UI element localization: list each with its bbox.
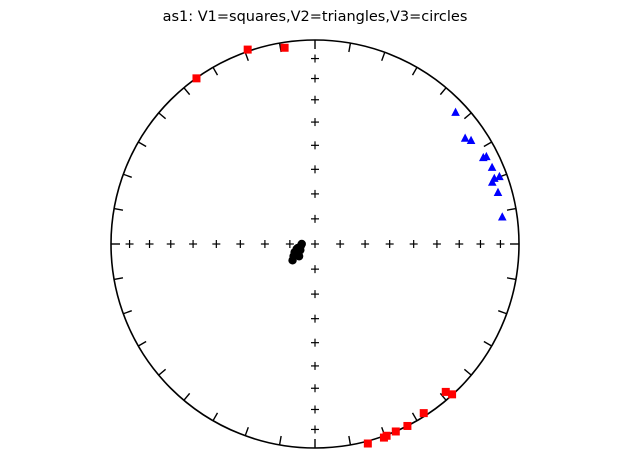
data-point-v1 <box>448 390 457 399</box>
perimeter-tick <box>123 310 132 315</box>
data-point-v1 <box>243 45 252 54</box>
diameter-cross-mark <box>145 240 154 248</box>
data-point-v2 <box>497 212 507 221</box>
diameter-cross-mark <box>496 240 505 248</box>
diameter-cross-mark <box>432 240 441 248</box>
diameter-cross-mark <box>189 240 198 248</box>
perimeter-tick <box>439 392 447 401</box>
data-point-v1 <box>192 74 201 83</box>
data-point-v1 <box>419 409 428 418</box>
data-point-v1 <box>382 431 391 440</box>
diameter-cross-mark <box>212 240 221 248</box>
perimeter-tick <box>463 368 472 376</box>
chart-title: as1: V1=squares,V2=triangles,V3=circles <box>162 9 468 25</box>
diameter-cross-mark <box>311 54 319 63</box>
perimeter-tick <box>506 277 517 281</box>
perimeter-tick <box>411 412 418 422</box>
diameter-cross-mark <box>385 240 394 248</box>
diameter-cross-mark <box>236 240 245 248</box>
perimeter-tick <box>113 207 124 211</box>
perimeter-tick <box>158 368 167 376</box>
data-point-v2 <box>487 162 497 171</box>
data-point-v2 <box>460 133 470 142</box>
perimeter-tick <box>158 112 167 120</box>
data-point-v2 <box>451 107 460 116</box>
data-point-v2 <box>495 171 504 181</box>
perimeter-tick <box>137 340 147 347</box>
diameter-cross-mark <box>311 95 319 104</box>
perimeter-tick <box>123 173 132 178</box>
diameter-cross-mark <box>125 240 134 248</box>
perimeter-tick <box>498 310 507 315</box>
stereonet-frame <box>110 39 520 449</box>
perimeter-tick <box>244 52 249 61</box>
perimeter-tick <box>381 52 386 61</box>
perimeter-tick <box>348 42 352 53</box>
perimeter-tick <box>506 207 517 211</box>
perimeter-tick <box>483 141 493 148</box>
diameter-cross-mark <box>311 240 319 248</box>
diameter-cross-mark <box>409 240 418 248</box>
diameter-cross-mark <box>476 240 485 248</box>
diameter-cross-mark <box>311 74 319 83</box>
data-point-v1 <box>441 387 450 396</box>
diameter-cross-mark <box>361 240 370 248</box>
data-point-v1 <box>391 427 400 436</box>
perimeter-tick <box>183 87 191 96</box>
perimeter-tick <box>439 87 447 96</box>
perimeter-tick <box>483 340 493 347</box>
diameter-cross-mark <box>311 214 319 223</box>
data-point-v2 <box>482 151 491 161</box>
diameter-cross-mark <box>311 118 319 127</box>
perimeter-tick <box>411 66 418 76</box>
perimeter-tick <box>463 112 472 120</box>
diameter-cross-mark <box>166 240 175 248</box>
data-point-v2 <box>487 177 497 186</box>
perimeter-tick <box>348 435 352 446</box>
diameter-cross-mark <box>311 314 319 323</box>
diameter-cross-mark <box>336 240 345 248</box>
diameter-cross-mark <box>311 290 319 299</box>
diameter-cross-mark <box>311 141 319 150</box>
diameter-cross-mark <box>311 361 319 370</box>
diameter-cross-mark <box>311 338 319 347</box>
diameter-cross-mark <box>311 189 319 198</box>
data-point-v1 <box>403 421 412 430</box>
data-marks <box>192 43 507 448</box>
perimeter-tick <box>278 435 282 446</box>
perimeter-tick <box>137 141 147 148</box>
data-point-v1 <box>363 439 372 448</box>
data-point-v2 <box>493 187 503 196</box>
diameter-cross-mark <box>311 265 319 274</box>
diameter-cross-mark <box>260 240 269 248</box>
data-point-v2 <box>466 135 476 144</box>
perimeter-tick <box>212 412 219 422</box>
perimeter-tick <box>212 66 219 76</box>
diameter-cross-mark <box>285 240 294 248</box>
data-point-v3 <box>292 244 301 254</box>
data-point-v3 <box>289 252 298 261</box>
diameter-cross-mark <box>311 425 319 434</box>
perimeter-tick <box>113 277 124 281</box>
perimeter-tick <box>183 392 191 401</box>
diameter-cross-mark <box>311 384 319 393</box>
diameter-cross-mark <box>455 240 464 248</box>
data-point-v1 <box>280 43 289 52</box>
diameter-cross-mark <box>311 405 319 414</box>
perimeter-tick <box>244 427 249 436</box>
diameter-cross-mark <box>311 165 319 174</box>
